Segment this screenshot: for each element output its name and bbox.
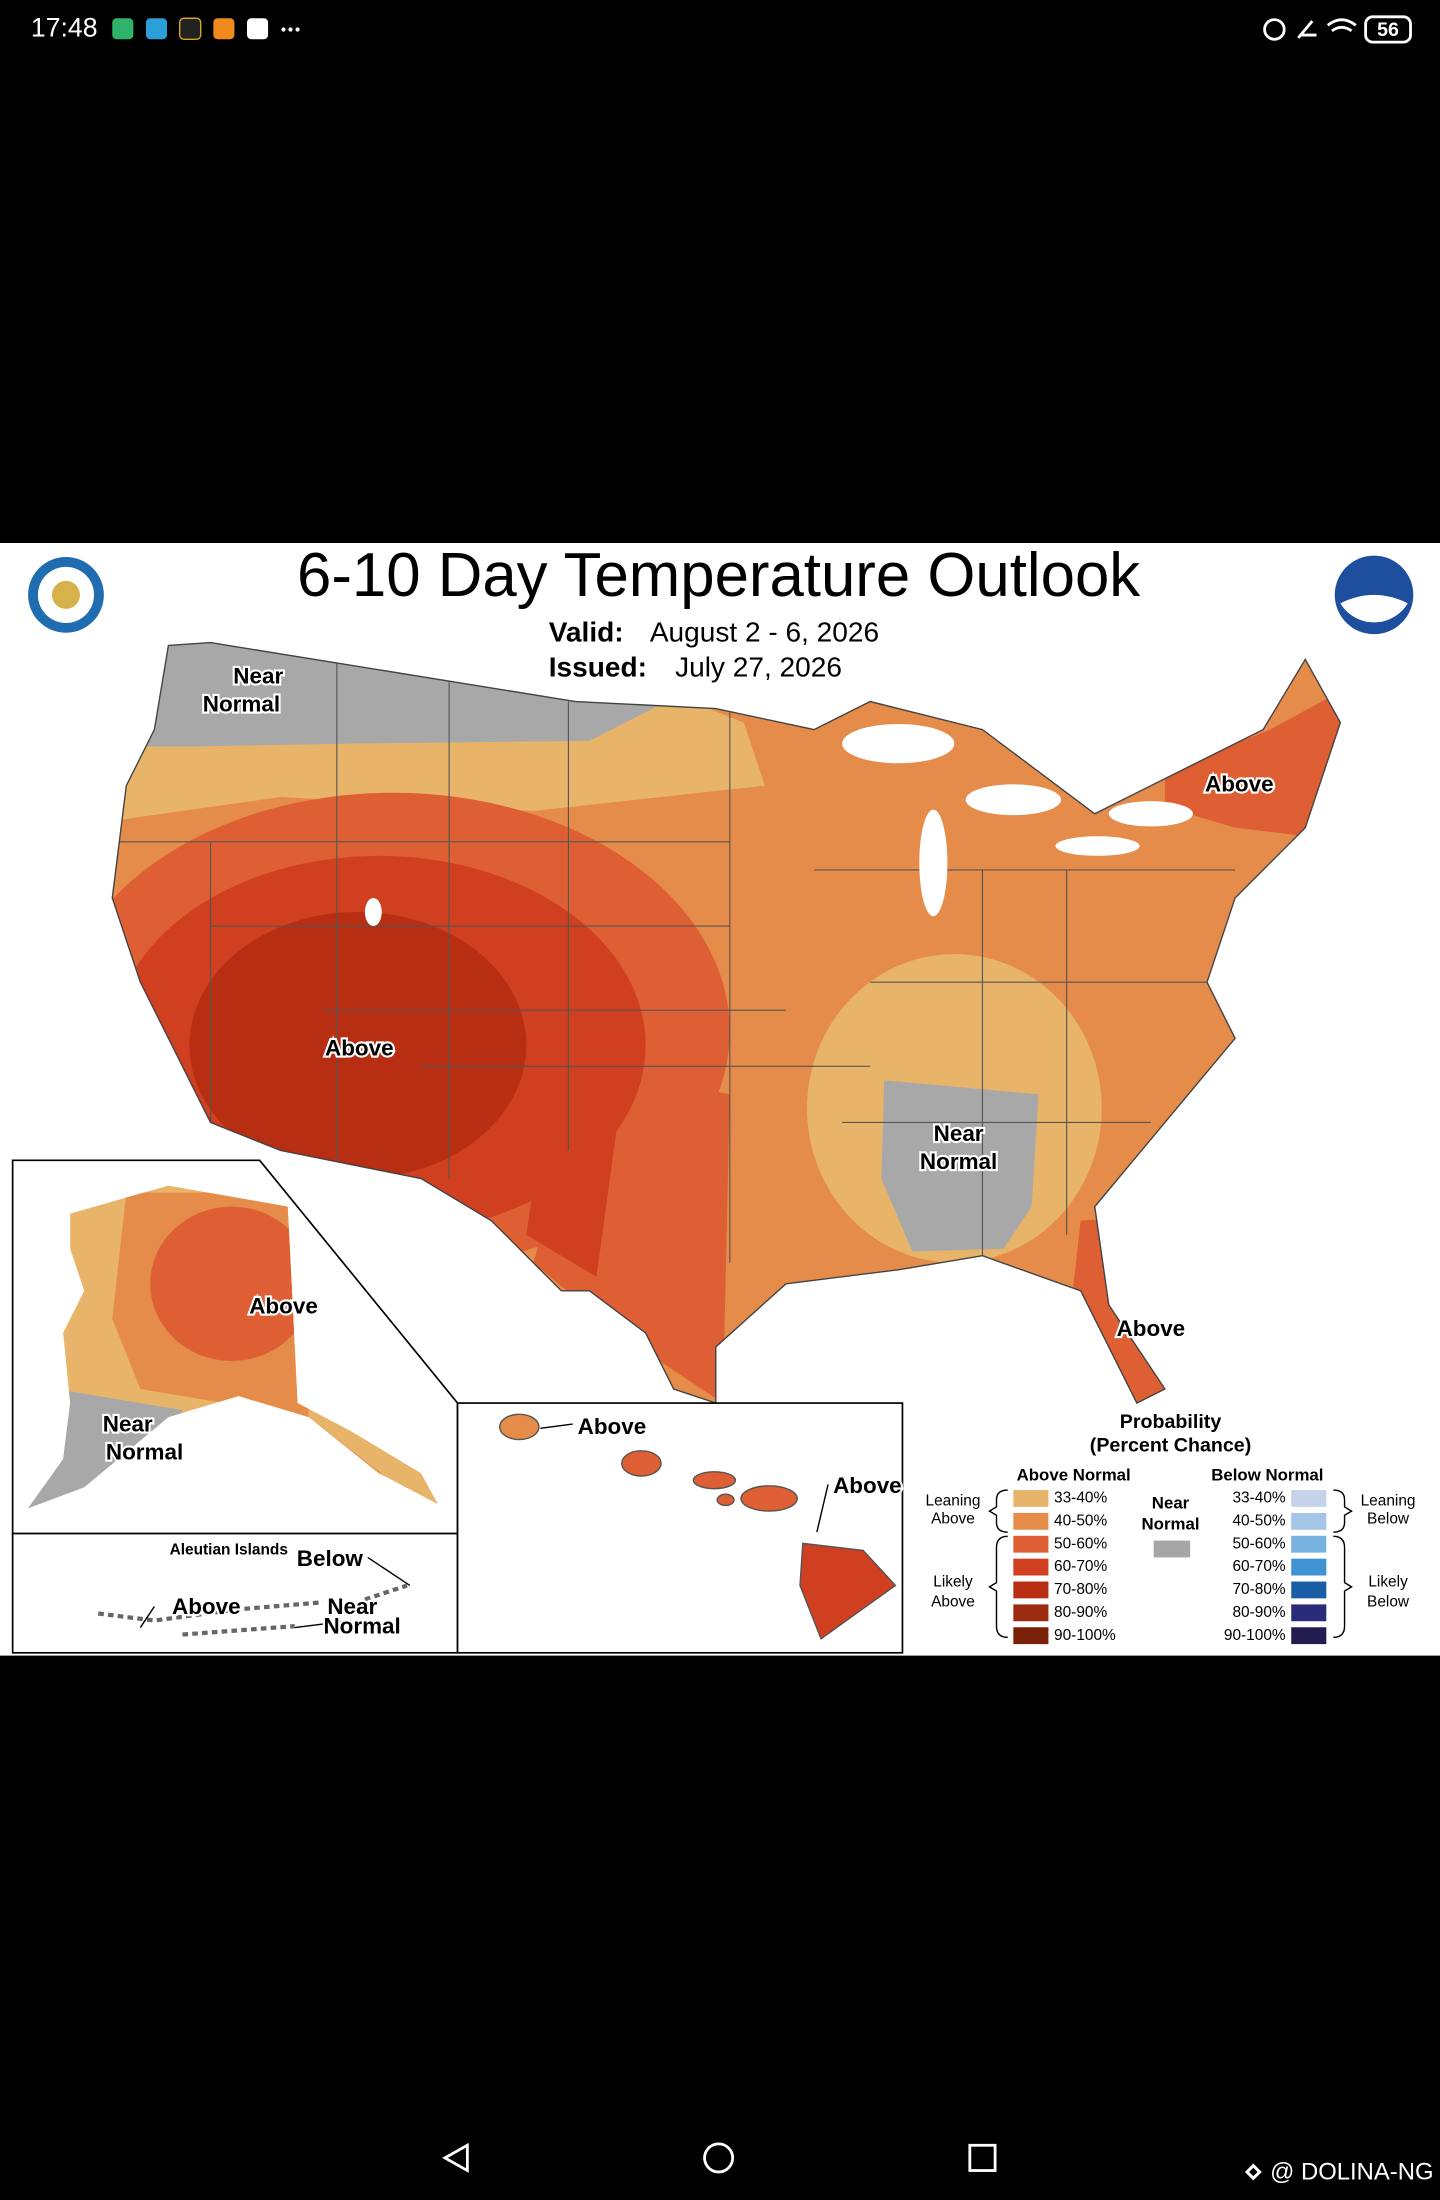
issued-value: July 27, 2026	[675, 652, 842, 683]
annotation: Normal	[323, 1613, 400, 1638]
legend-swatch	[1291, 1604, 1327, 1622]
legend-swatch	[1291, 1558, 1327, 1576]
annotation: Above	[1205, 772, 1274, 797]
legend-swatch	[1013, 1535, 1049, 1553]
map-title: 6-10 Day Temperature Outlook	[297, 541, 1140, 610]
legend-label: 90-100%	[1224, 1627, 1286, 1644]
legend-group: Above	[931, 1511, 975, 1528]
legend-title: (Percent Chance)	[1090, 1435, 1251, 1457]
annotation: Above	[1117, 1316, 1186, 1341]
legend-group: Below	[1367, 1511, 1410, 1528]
legend-swatch	[1291, 1581, 1327, 1599]
legend-group: Above	[931, 1593, 975, 1610]
legend-label: 50-60%	[1054, 1535, 1107, 1552]
legend-label: 90-100%	[1054, 1627, 1116, 1644]
map-annotations: Near Normal Above Above Near Normal Abov…	[101, 662, 1276, 1641]
legend-title: Probability	[1120, 1411, 1222, 1433]
legend-header: Above Normal	[1017, 1465, 1131, 1484]
legend-swatch	[1013, 1627, 1049, 1645]
annotation: Near	[327, 1594, 377, 1619]
watermark-icon	[1244, 2163, 1262, 2181]
annotation: Aleutian Islands	[170, 1541, 288, 1558]
annotation: Above	[172, 1594, 241, 1619]
legend-label: 70-80%	[1232, 1581, 1285, 1598]
annotation: Above	[249, 1294, 318, 1319]
recents-button[interactable]	[968, 2143, 997, 2172]
watermark: @ DOLINA-NG	[1270, 2159, 1433, 2186]
legend-swatch	[1013, 1558, 1049, 1576]
doc-seal	[28, 557, 104, 633]
legend-label: 40-50%	[1232, 1512, 1285, 1529]
annotation: Above	[833, 1473, 902, 1498]
back-button[interactable]	[442, 2142, 469, 2173]
issued-label: Issued:	[549, 652, 647, 683]
home-button[interactable]	[703, 2142, 735, 2174]
legend-swatch	[1013, 1581, 1049, 1599]
battery-level: 56	[1377, 19, 1399, 41]
annotation: Above	[325, 1035, 394, 1060]
legend-label: 50-60%	[1232, 1535, 1285, 1552]
annotation: Normal	[106, 1440, 183, 1465]
legend-swatch	[1291, 1535, 1327, 1553]
annotation: Near	[934, 1121, 984, 1146]
noaa-logo	[1334, 555, 1414, 635]
legend-label: 60-70%	[1232, 1558, 1285, 1575]
legend-label: 33-40%	[1232, 1490, 1285, 1507]
legend-group: Leaning	[926, 1492, 981, 1509]
legend-swatch	[1291, 1490, 1327, 1507]
legend-group: Likely	[933, 1574, 973, 1591]
valid-label: Valid:	[549, 617, 624, 648]
legend-swatch	[1291, 1512, 1327, 1530]
annotation: Above	[578, 1414, 647, 1439]
status-system-icons	[1263, 15, 1412, 44]
legend-label: 80-90%	[1232, 1604, 1285, 1621]
valid-value: August 2 - 6, 2026	[650, 617, 879, 648]
legend-label: 70-80%	[1054, 1581, 1107, 1598]
outlook-map: 6-10 Day Temperature Outlook Valid: Augu…	[0, 541, 1440, 1656]
legend-group: Likely	[1368, 1574, 1408, 1591]
legend-label: 60-70%	[1054, 1558, 1107, 1575]
annotation: Near	[233, 664, 283, 689]
legend-group: Below	[1367, 1593, 1410, 1610]
status-time: 17:48	[31, 13, 98, 43]
nav-bar	[442, 2142, 997, 2174]
legend-swatch	[1013, 1512, 1049, 1530]
legend-near: Near	[1152, 1494, 1190, 1513]
legend-near: Normal	[1142, 1515, 1200, 1534]
legend-swatch	[1013, 1490, 1049, 1507]
legend-swatch	[1291, 1627, 1327, 1645]
legend-swatch	[1013, 1604, 1049, 1622]
annotation: Normal	[920, 1149, 997, 1174]
conus-outline	[111, 641, 1342, 1405]
annotation: Near	[103, 1411, 153, 1436]
legend-swatch	[1153, 1540, 1191, 1558]
hawaii-inset	[456, 1402, 904, 1654]
legend-label: 33-40%	[1054, 1490, 1107, 1507]
legend-label: 40-50%	[1054, 1512, 1107, 1529]
legend-label: 80-90%	[1054, 1604, 1107, 1621]
annotation: Below	[297, 1546, 364, 1571]
legend-group: Leaning	[1361, 1492, 1416, 1509]
annotation: Normal	[203, 692, 280, 717]
legend-brackets	[988, 1489, 1353, 1639]
legend: Probability (Percent Chance) Above Norma…	[926, 1411, 1416, 1645]
legend-header: Below Normal	[1211, 1465, 1323, 1484]
status-app-icons	[112, 17, 300, 40]
